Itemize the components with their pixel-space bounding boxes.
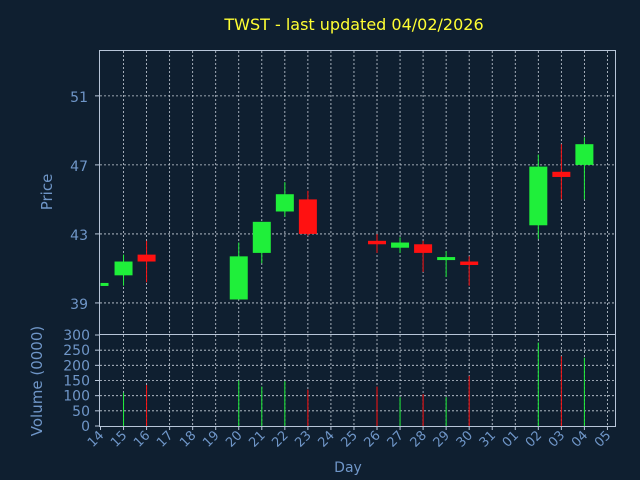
volume-tick-label: 50 bbox=[72, 404, 90, 420]
price-tick-label: 51 bbox=[70, 90, 88, 106]
candle-body bbox=[275, 194, 294, 212]
x-tick-label: 19 bbox=[200, 428, 222, 450]
candlesticks bbox=[100, 137, 594, 300]
x-tick-label: 22 bbox=[269, 428, 291, 450]
x-tick-label: 26 bbox=[362, 428, 384, 450]
volume-tick-label: 200 bbox=[63, 358, 90, 374]
x-axis: 14 15 16 17 18 19 20 21 22 23 24 25 26 27 28 29 30 31 01 02… bbox=[85, 426, 614, 451]
candle-body bbox=[100, 282, 109, 286]
volume-tick-label: 0 bbox=[81, 419, 90, 435]
x-tick-label: 31 bbox=[477, 428, 499, 450]
candle-body bbox=[414, 244, 433, 253]
x-tick-label: 15 bbox=[108, 428, 130, 450]
x-tick-label: 04 bbox=[569, 428, 591, 450]
x-tick-label: 02 bbox=[523, 428, 545, 450]
price-y-axis: 39 43 47 51 bbox=[70, 90, 100, 313]
x-tick-label: 24 bbox=[315, 428, 337, 450]
x-tick-label: 17 bbox=[154, 428, 176, 450]
volume-bars bbox=[123, 342, 585, 426]
x-tick-label: 20 bbox=[223, 428, 245, 450]
candle-body bbox=[368, 240, 387, 245]
x-tick-label: 18 bbox=[177, 428, 199, 450]
candle-body bbox=[298, 199, 317, 234]
candle-body bbox=[552, 171, 571, 177]
candle-body bbox=[391, 242, 410, 248]
x-tick-label: 29 bbox=[431, 428, 453, 450]
price-tick-label: 39 bbox=[70, 297, 88, 313]
x-tick-label: 25 bbox=[338, 428, 360, 450]
volume-axis-label: Volume (0000) bbox=[28, 326, 46, 436]
chart-title: TWST - last updated 04/02/2026 bbox=[223, 15, 483, 34]
volume-tick-label: 100 bbox=[63, 389, 90, 405]
volume-gridlines bbox=[100, 335, 615, 426]
candle-body bbox=[529, 166, 548, 226]
candle-body bbox=[460, 261, 479, 265]
price-tick-label: 43 bbox=[70, 228, 88, 244]
x-tick-label: 05 bbox=[592, 428, 614, 450]
x-axis-label: Day bbox=[334, 460, 362, 476]
x-tick-label: 28 bbox=[408, 428, 430, 450]
x-tick-label: 16 bbox=[131, 428, 153, 450]
x-tick-label: 01 bbox=[500, 428, 522, 450]
candle-body bbox=[437, 257, 456, 261]
volume-tick-label: 300 bbox=[63, 328, 90, 344]
candle-body bbox=[137, 254, 156, 262]
price-tick-label: 47 bbox=[70, 159, 88, 175]
x-tick-label: 23 bbox=[292, 428, 314, 450]
x-tick-label: 03 bbox=[546, 428, 568, 450]
volume-tick-label: 250 bbox=[63, 343, 90, 359]
candle-body bbox=[575, 144, 594, 165]
candle-body bbox=[252, 221, 271, 253]
x-tick-label: 21 bbox=[246, 428, 268, 450]
candle-body bbox=[229, 256, 248, 300]
x-tick-label: 27 bbox=[385, 428, 407, 450]
x-tick-label: 30 bbox=[454, 428, 476, 450]
candle-body bbox=[114, 261, 133, 276]
price-axis-label: Price bbox=[38, 174, 56, 211]
volume-tick-label: 150 bbox=[63, 374, 90, 390]
